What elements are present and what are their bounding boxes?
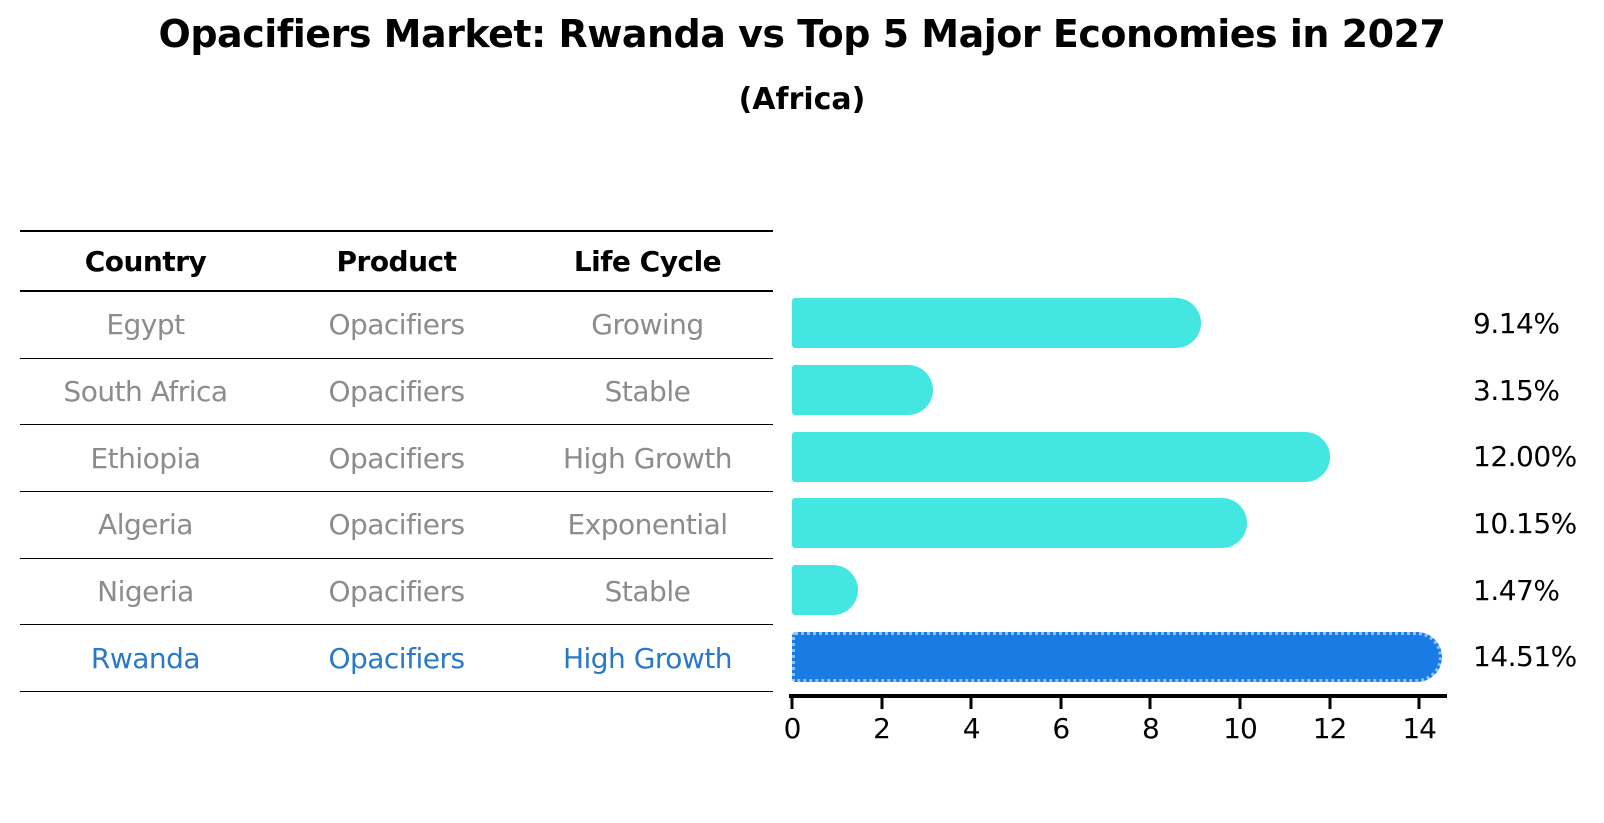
table-row: Ethiopia Opacifiers High Growth bbox=[20, 425, 773, 493]
country-cell: Ethiopia bbox=[90, 441, 201, 475]
x-tick-label: 2 bbox=[873, 712, 891, 745]
x-axis-ticks: 0 2 4 6 8 10 12 14 bbox=[784, 694, 1442, 745]
value-row: 9.14% bbox=[1473, 290, 1603, 357]
value-label-nigeria: 1.47% bbox=[1473, 573, 1560, 607]
life-cycle-cell: Stable bbox=[604, 375, 691, 409]
x-tick-label: 4 bbox=[962, 712, 981, 745]
value-label-column: 9.14% 3.15% 12.00% 10.15% 1.47% 14.51% bbox=[1473, 290, 1603, 690]
product-cell: Opacifiers bbox=[328, 575, 465, 609]
x-tick-mark bbox=[1238, 698, 1242, 709]
product-cell: Opacifiers bbox=[328, 441, 465, 475]
x-tick-mark bbox=[880, 698, 884, 709]
life-cycle-cell: Exponential bbox=[567, 508, 728, 542]
country-table: Country Product Life Cycle Egypt Opacifi… bbox=[20, 230, 773, 693]
value-row: 1.47% bbox=[1473, 557, 1603, 624]
table-header-country: Country bbox=[84, 244, 207, 278]
value-label-south-africa: 3.15% bbox=[1473, 373, 1560, 407]
bar-row bbox=[792, 423, 1442, 490]
bar-row bbox=[792, 557, 1442, 624]
bar-algeria bbox=[792, 498, 1247, 549]
x-tick-mark bbox=[1417, 698, 1421, 709]
table-row-rwanda: Rwanda Opacifiers High Growth bbox=[20, 625, 773, 693]
bar-egypt bbox=[792, 298, 1202, 349]
life-cycle-cell: High Growth bbox=[562, 441, 733, 475]
x-tick-label: 14 bbox=[1402, 712, 1437, 745]
value-row: 10.15% bbox=[1473, 490, 1603, 557]
bar-row bbox=[792, 623, 1442, 690]
chart-title: Opacifiers Market: Rwanda vs Top 5 Major… bbox=[158, 12, 1446, 56]
country-cell: Algeria bbox=[98, 508, 193, 542]
table-header-row: Country Product Life Cycle bbox=[20, 232, 773, 292]
x-tick-mark bbox=[969, 698, 973, 709]
value-label-egypt: 9.14% bbox=[1473, 306, 1560, 340]
bar-ethiopia bbox=[792, 431, 1330, 482]
value-row: 12.00% bbox=[1473, 423, 1603, 490]
bar-chart-plot-area bbox=[792, 290, 1442, 690]
product-cell: Opacifiers bbox=[328, 375, 465, 409]
bar-row bbox=[792, 290, 1442, 357]
bar-rwanda-highlighted bbox=[792, 631, 1442, 682]
value-row: 14.51% bbox=[1473, 623, 1603, 690]
country-cell: Rwanda bbox=[90, 641, 201, 675]
x-tick-label: 8 bbox=[1141, 712, 1160, 745]
value-label-ethiopia: 12.00% bbox=[1473, 440, 1577, 474]
product-cell: Opacifiers bbox=[328, 508, 465, 542]
x-tick-label: 10 bbox=[1223, 712, 1258, 745]
x-tick-label: 6 bbox=[1052, 712, 1070, 745]
value-label-algeria: 10.15% bbox=[1473, 506, 1577, 540]
product-cell: Opacifiers bbox=[328, 641, 465, 675]
life-cycle-cell: Stable bbox=[604, 575, 691, 609]
bar-row bbox=[792, 357, 1442, 424]
x-tick-mark bbox=[1148, 698, 1152, 709]
product-cell: Opacifiers bbox=[328, 308, 465, 342]
table-header-life-cycle: Life Cycle bbox=[573, 244, 722, 278]
value-row: 3.15% bbox=[1473, 357, 1603, 424]
x-tick-mark bbox=[1059, 698, 1063, 709]
chart-subtitle: (Africa) bbox=[738, 82, 866, 117]
table-row: Algeria Opacifiers Exponential bbox=[20, 492, 773, 559]
x-axis-line bbox=[789, 694, 1447, 698]
x-tick-label: 0 bbox=[783, 712, 802, 745]
country-cell: Nigeria bbox=[97, 575, 194, 609]
x-tick-label: 12 bbox=[1312, 712, 1348, 745]
x-tick-mark bbox=[1328, 698, 1332, 709]
bar-south-africa bbox=[792, 365, 934, 416]
life-cycle-cell: High Growth bbox=[562, 641, 733, 675]
table-row: Nigeria Opacifiers Stable bbox=[20, 559, 773, 626]
x-tick-mark bbox=[790, 698, 794, 709]
country-cell: South Africa bbox=[63, 375, 228, 409]
value-label-rwanda: 14.51% bbox=[1473, 640, 1577, 674]
table-header-product: Product bbox=[336, 244, 457, 278]
bar-nigeria bbox=[792, 565, 858, 616]
bar-row bbox=[792, 490, 1442, 557]
table-row: Egypt Opacifiers Growing bbox=[20, 292, 773, 359]
country-cell: Egypt bbox=[106, 308, 185, 342]
life-cycle-cell: Growing bbox=[591, 308, 704, 342]
table-row: South Africa Opacifiers Stable bbox=[20, 359, 773, 426]
